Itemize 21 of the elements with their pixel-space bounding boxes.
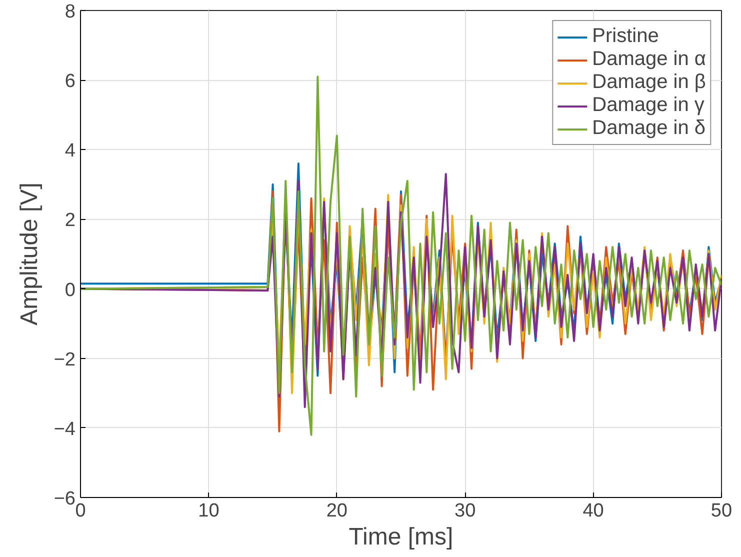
line-series bbox=[80, 76, 722, 436]
y-axis-title: Amplitude [V] bbox=[16, 182, 43, 326]
legend-label: Pristine bbox=[592, 25, 659, 48]
x-tick-label: 10 bbox=[198, 500, 220, 522]
legend-label: Damage in α bbox=[592, 48, 706, 71]
legend-label: Damage in β bbox=[592, 71, 706, 94]
y-tick-label: 6 bbox=[64, 71, 76, 92]
x-tick-label: 20 bbox=[326, 500, 348, 522]
y-tick-label: −2 bbox=[54, 349, 76, 370]
y-tick-label: 8 bbox=[64, 2, 76, 22]
y-tick-label: −6 bbox=[54, 488, 76, 510]
x-tick-label: 50 bbox=[710, 500, 732, 522]
y-tick-label: 0 bbox=[64, 280, 76, 301]
y-tick-label: 2 bbox=[64, 210, 76, 232]
x-tick-label: 30 bbox=[454, 500, 476, 522]
legend-label: Damage in γ bbox=[592, 94, 704, 117]
y-tick-label: 4 bbox=[64, 140, 76, 162]
x-axis-title: Time [ms] bbox=[348, 524, 454, 550]
y-tick-label: −4 bbox=[54, 418, 76, 440]
legend-label: Damage in δ bbox=[592, 117, 706, 140]
x-tick-label: 40 bbox=[582, 500, 604, 522]
